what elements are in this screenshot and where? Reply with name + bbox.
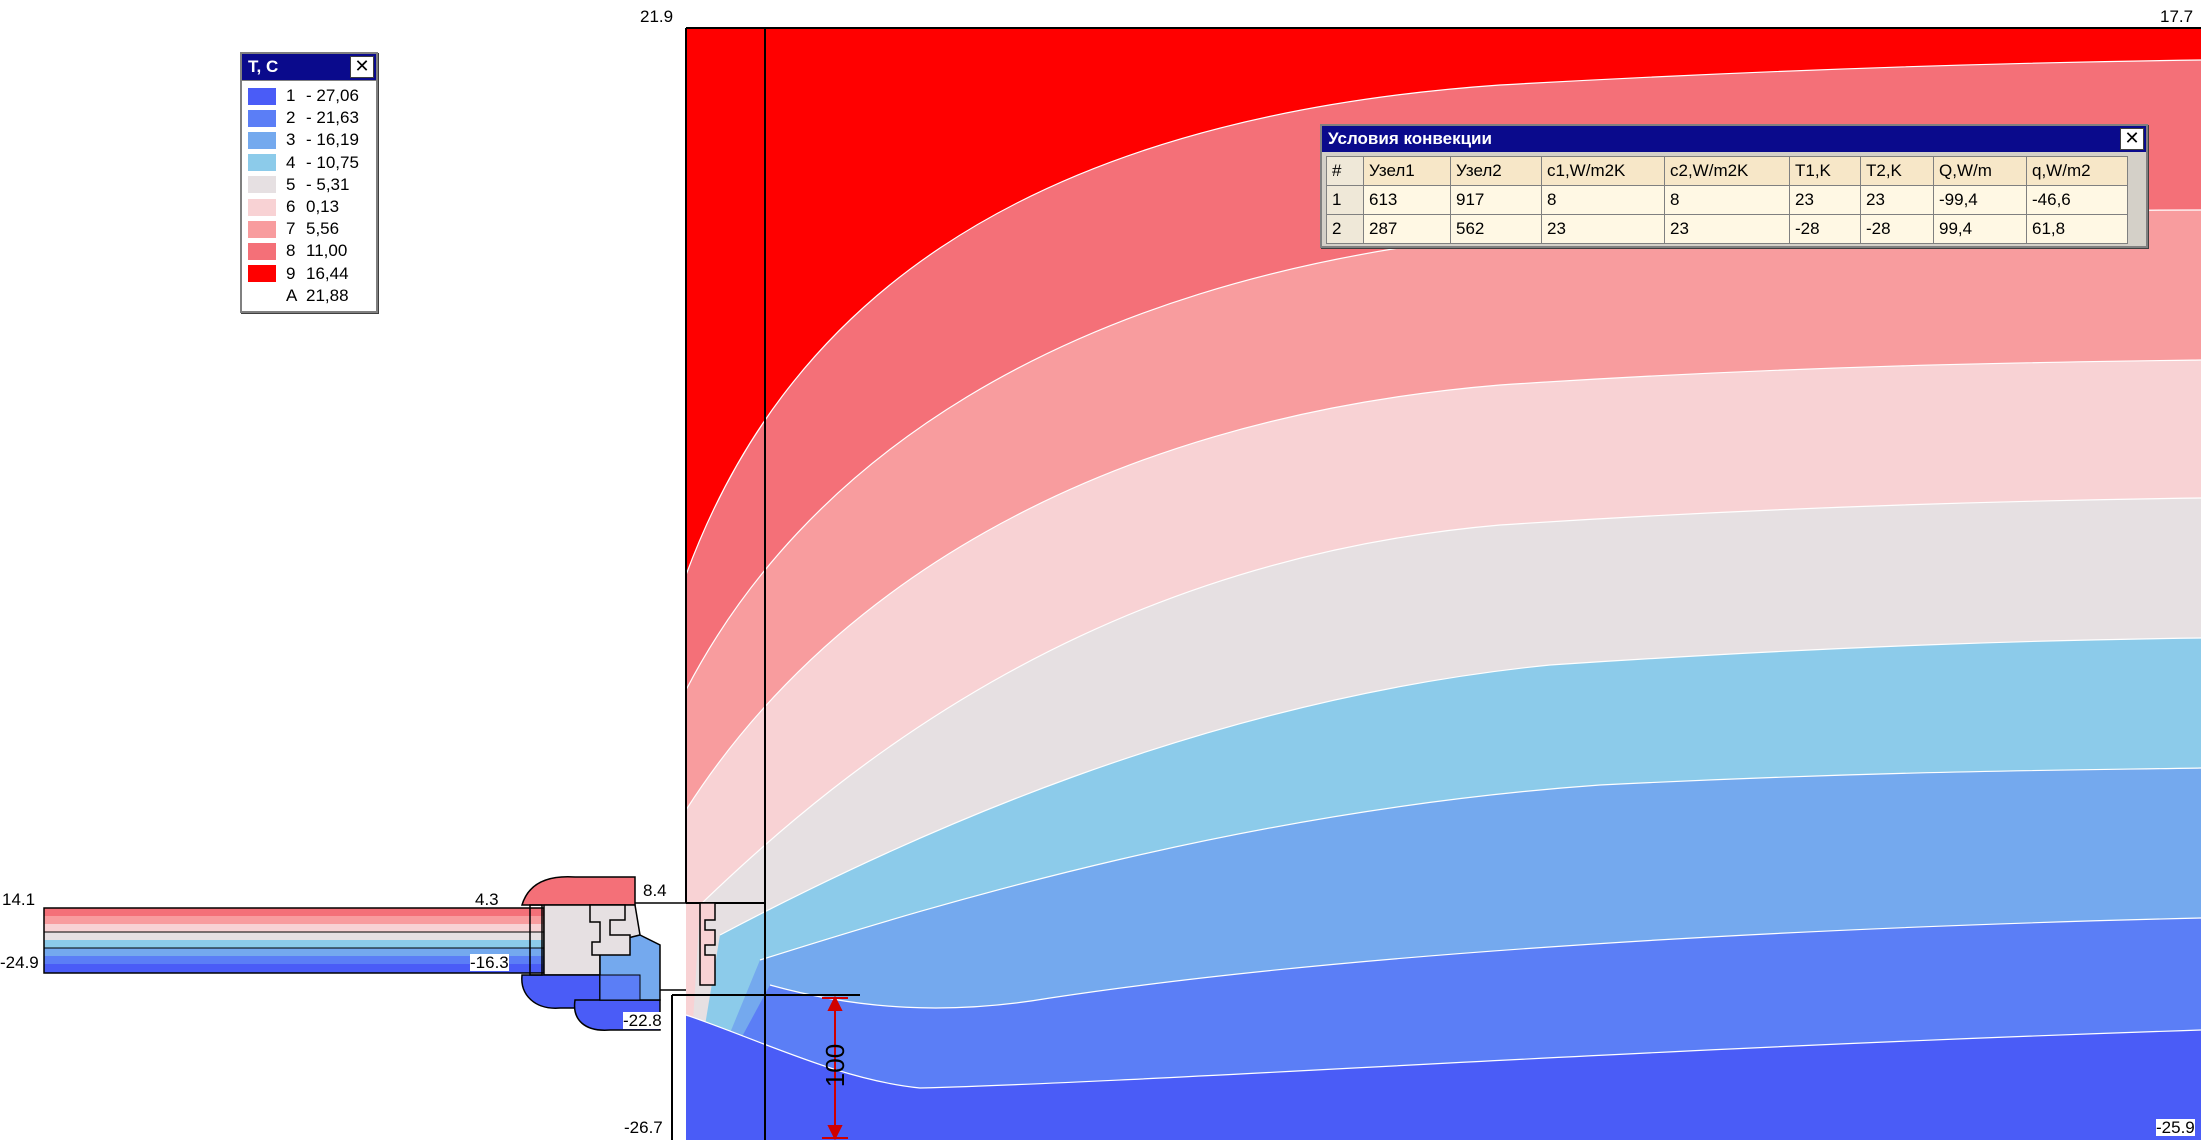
legend-body: 1 - 27,06 2 - 21,63 3 - 16,19 4 - 10,75 … bbox=[242, 80, 376, 311]
dimension-label: 100 bbox=[820, 1043, 851, 1088]
legend-value: 0,13 bbox=[306, 197, 340, 217]
legend-value: - 16,19 bbox=[306, 130, 359, 150]
legend-value: 16,44 bbox=[306, 263, 349, 283]
convection-title-bar[interactable]: Условия конвекции ✕ bbox=[1322, 126, 2146, 152]
corner-value-top-left: 21.9 bbox=[640, 7, 674, 26]
wall-outline bbox=[671, 27, 2201, 1140]
convection-window[interactable]: Условия конвекции ✕ # Узел1 Узел2 c1,W/m… bbox=[1320, 124, 2148, 248]
close-icon[interactable]: ✕ bbox=[2120, 128, 2144, 150]
table-cell: -99,4 bbox=[1933, 185, 2027, 215]
legend-entry: 7 5,56 bbox=[248, 218, 370, 240]
table-cell: 287 bbox=[1363, 214, 1451, 244]
legend-entry: 6 0,13 bbox=[248, 196, 370, 218]
legend-swatch bbox=[248, 131, 276, 149]
table-cell: 2 bbox=[1326, 214, 1364, 244]
legend-index: 1 bbox=[286, 86, 296, 106]
legend-value: 5,56 bbox=[306, 219, 340, 239]
legend-title-bar[interactable]: T, C ✕ bbox=[242, 54, 376, 80]
legend-index: A bbox=[286, 285, 298, 305]
legend-entry: 2 - 21,63 bbox=[248, 107, 370, 129]
legend-entry: 1 - 27,06 bbox=[248, 85, 370, 107]
legend-swatch bbox=[248, 198, 276, 216]
dimension-line bbox=[822, 995, 848, 1140]
table-cell: 917 bbox=[1450, 185, 1542, 215]
column-header[interactable]: c1,W/m2K bbox=[1541, 156, 1665, 186]
legend-window[interactable]: T, C ✕ 1 - 27,06 2 - 21,63 3 - 16,19 4 -… bbox=[240, 52, 378, 313]
table-cell: 562 bbox=[1450, 214, 1542, 244]
column-header[interactable]: T2,K bbox=[1860, 156, 1934, 186]
legend-title: T, C bbox=[248, 57, 279, 76]
table-cell: 99,4 bbox=[1933, 214, 2027, 244]
legend-index: 8 bbox=[286, 241, 296, 261]
legend-entry: 3 - 16,19 bbox=[248, 129, 370, 151]
table-cell: 61,8 bbox=[2026, 214, 2128, 244]
legend-value: - 21,63 bbox=[306, 108, 359, 128]
column-header[interactable]: # bbox=[1326, 156, 1364, 186]
table-header-row: # Узел1 Узел2 c1,W/m2K c2,W/m2K T1,K T2,… bbox=[1326, 156, 2128, 186]
legend-swatch bbox=[248, 287, 276, 304]
point-value-frame-top: 4.3 bbox=[475, 890, 499, 909]
legend-index: 3 bbox=[286, 130, 296, 150]
corner-value-bottom-right: -25.9 bbox=[2156, 1118, 2195, 1137]
table-cell: 23 bbox=[1789, 185, 1861, 215]
table-cell: -46,6 bbox=[2026, 185, 2128, 215]
column-header[interactable]: q,W/m2 bbox=[2026, 156, 2128, 186]
legend-index: 7 bbox=[286, 219, 296, 239]
table-cell: 23 bbox=[1860, 185, 1934, 215]
column-header[interactable]: c2,W/m2K bbox=[1664, 156, 1790, 186]
column-header[interactable]: Узел1 bbox=[1363, 156, 1451, 186]
convection-title: Условия конвекции bbox=[1328, 129, 1492, 148]
table-cell: -28 bbox=[1860, 214, 1934, 244]
table-cell: -28 bbox=[1789, 214, 1861, 244]
window-frame-profile bbox=[520, 876, 716, 1031]
glazing-unit bbox=[43, 907, 545, 974]
legend-value: - 10,75 bbox=[306, 152, 359, 172]
convection-table: # Узел1 Узел2 c1,W/m2K c2,W/m2K T1,K T2,… bbox=[1326, 156, 2128, 244]
corner-value-bottom-left: -26.7 bbox=[624, 1118, 663, 1137]
legend-entry: 8 11,00 bbox=[248, 240, 370, 262]
table-row[interactable]: 2 287 562 23 23 -28 -28 99,4 61,8 bbox=[1326, 214, 2128, 244]
legend-swatch bbox=[248, 87, 276, 105]
legend-index: 5 bbox=[286, 174, 296, 194]
legend-entry: 4 - 10,75 bbox=[248, 152, 370, 174]
legend-entry: 9 16,44 bbox=[248, 263, 370, 285]
legend-swatch bbox=[248, 176, 276, 194]
table-cell: 613 bbox=[1363, 185, 1451, 215]
legend-swatch bbox=[248, 220, 276, 238]
point-value-sill-bottom: -22.8 bbox=[623, 1011, 662, 1030]
legend-swatch bbox=[248, 265, 276, 283]
point-value-glass-top: 14.1 bbox=[2, 890, 36, 909]
point-value-frame-bottom: -16.3 bbox=[470, 953, 509, 972]
legend-index: 9 bbox=[286, 263, 296, 283]
corner-value-top-right: 17.7 bbox=[2160, 7, 2194, 26]
band-1-region bbox=[686, 1015, 2201, 1140]
legend-entry: 5 - 5,31 bbox=[248, 174, 370, 196]
legend-value: 21,88 bbox=[306, 285, 349, 305]
legend-value: - 27,06 bbox=[306, 86, 359, 106]
point-value-glass-bottom: -24.9 bbox=[0, 953, 39, 972]
legend-swatch bbox=[248, 109, 276, 127]
legend-index: 2 bbox=[286, 108, 296, 128]
table-cell: 23 bbox=[1664, 214, 1790, 244]
legend-entry: A 21,88 bbox=[248, 285, 370, 307]
close-icon[interactable]: ✕ bbox=[350, 56, 374, 78]
table-cell: 1 bbox=[1326, 185, 1364, 215]
legend-value: 11,00 bbox=[306, 241, 348, 261]
column-header[interactable]: T1,K bbox=[1789, 156, 1861, 186]
legend-value: - 5,31 bbox=[306, 174, 350, 194]
legend-swatch bbox=[248, 242, 276, 260]
legend-swatch bbox=[248, 154, 276, 172]
legend-index: 4 bbox=[286, 152, 296, 172]
table-cell: 8 bbox=[1664, 185, 1790, 215]
table-cell: 23 bbox=[1541, 214, 1665, 244]
table-cell: 8 bbox=[1541, 185, 1665, 215]
point-value-sill-top: 8.4 bbox=[643, 881, 667, 900]
table-row[interactable]: 1 613 917 8 8 23 23 -99,4 -46,6 bbox=[1326, 185, 2128, 215]
legend-index: 6 bbox=[286, 197, 296, 217]
column-header[interactable]: Узел2 bbox=[1450, 156, 1542, 186]
column-header[interactable]: Q,W/m bbox=[1933, 156, 2027, 186]
